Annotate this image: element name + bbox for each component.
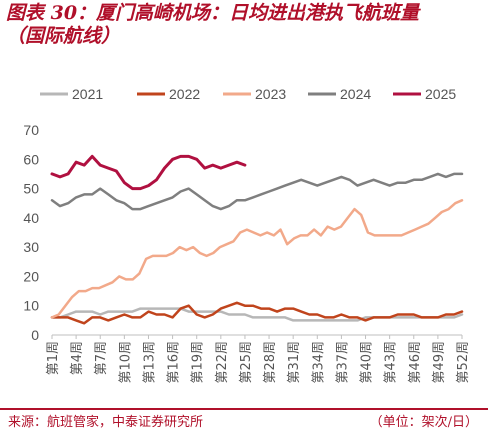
x-tick-label: 第7周 [94,341,109,375]
series-line-2022 [50,301,464,325]
x-tick-label: 第10周 [118,341,133,384]
series-line-2021 [50,307,464,322]
y-axis: 0 10 20 30 40 50 60 70 [23,122,39,343]
x-tick-label: 第28周 [263,341,278,384]
chart-title: 图表 30：厦门高崎机场：日均进出港执飞航班量 （国际航线） [6,2,482,48]
x-tick-label: 第13周 [142,341,157,384]
y-tick-label: 10 [23,298,39,314]
unit-note: （单位：架次/日） [369,415,478,430]
x-tick-label: 第31周 [287,341,302,384]
x-tick-label: 第1周 [46,341,61,375]
x-tick-label: 第22周 [215,341,230,384]
x-tick-label: 第43周 [384,341,399,384]
chart-title-line1: 图表 30：厦门高崎机场：日均进出港执飞航班量 [6,2,420,24]
source-note: 来源：航班管家，中泰证券研究所 [8,415,204,430]
series-line-2025 [50,154,247,191]
legend: 2021 2022 2023 2024 2025 [40,86,456,102]
y-tick-label: 0 [31,327,39,343]
y-tick-label: 60 [23,151,39,167]
series-line-2023 [50,199,464,319]
y-tick-label: 70 [23,122,39,138]
chart-title-line2: （国际航线） [6,25,121,47]
series-line-2024 [50,172,464,211]
y-tick-label: 20 [23,268,39,284]
x-tick-label: 第49周 [432,341,447,384]
legend-label-2025: 2025 [425,86,456,102]
y-tick-label: 50 [23,181,39,197]
x-tick-label: 第16周 [167,341,182,384]
y-tick-label: 40 [23,210,39,226]
x-tick-label: 第25周 [239,341,254,384]
footer-rule [0,408,488,410]
x-tick-label: 第40周 [360,341,375,384]
x-tick-label: 第37周 [335,341,350,384]
x-axis: 第1周 第4周 第7周 第10周 第13周 第16周 第19周 第22周 第25周 第28周 第31… [46,334,471,384]
legend-label-2024: 2024 [340,86,371,102]
legend-label-2021: 2021 [72,86,103,102]
legend-label-2023: 2023 [255,86,286,102]
x-tick-label: 第46周 [408,341,423,384]
y-tick-label: 30 [23,239,39,255]
series-lines [50,154,464,325]
legend-label-2022: 2022 [169,86,200,102]
x-tick-label: 第52周 [456,341,471,384]
x-tick-label: 第4周 [70,341,85,375]
x-tick-label: 第19周 [191,341,206,384]
x-tick-label: 第34周 [311,341,326,384]
